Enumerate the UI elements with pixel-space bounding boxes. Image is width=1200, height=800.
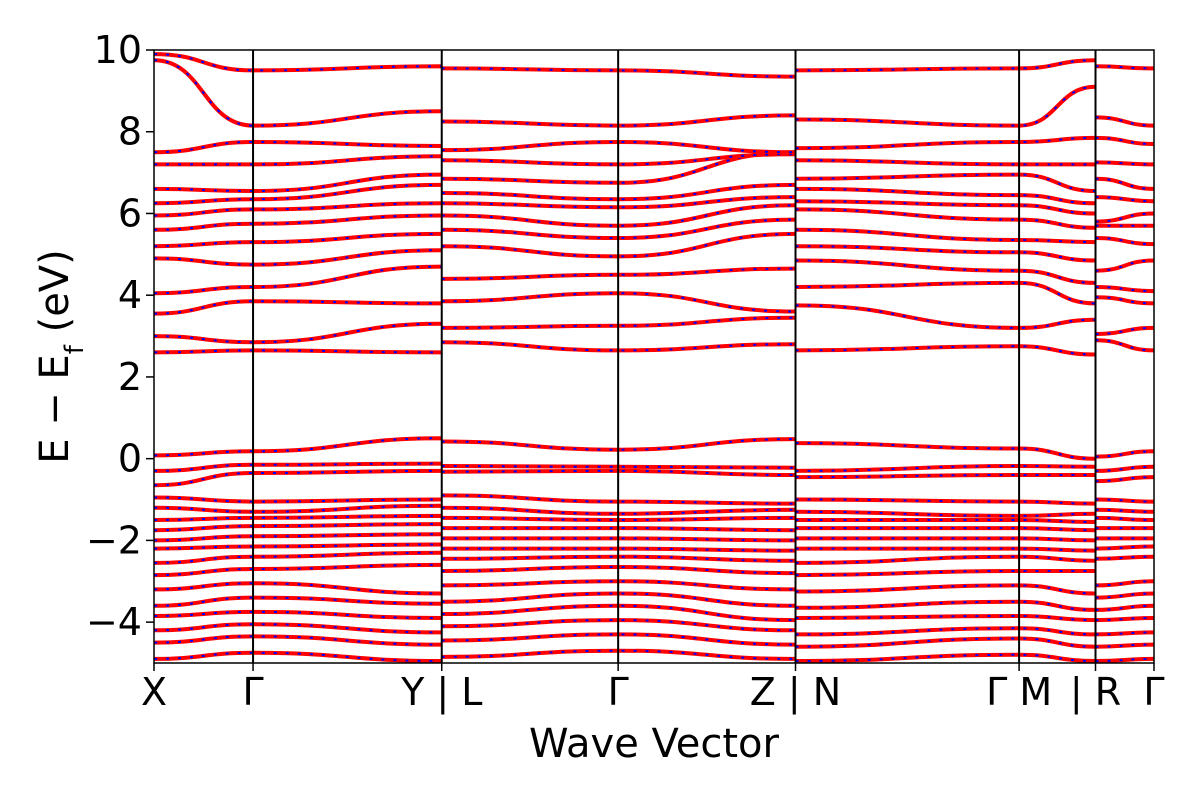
y-axis-label-subscript: f [60,344,90,354]
band-line-19 [154,503,1154,518]
band-overlay-15 [154,136,1154,154]
x-tick-label: Γ [1143,670,1164,714]
band-line-6 [154,280,1154,316]
band-overlay-7 [154,259,1154,295]
band-overlay-21 [154,523,1154,532]
band-line-4 [154,338,1154,357]
band-line-3 [154,468,1154,488]
y-tick-label: 4 [118,273,142,317]
x-tick-label: Γ M [986,670,1052,714]
band-overlay-11 [154,196,1154,223]
band-line-30 [154,632,1154,649]
y-axis-label: E − Ef (eV) [32,249,90,464]
y-tick-label: 2 [118,355,142,399]
high-symmetry-lines [252,50,1097,663]
x-tick-label: Z | N [750,670,841,715]
x-tick-label: Γ [608,670,629,714]
x-axis-label: Wave Vector [529,721,780,767]
band-line-21 [154,522,1154,533]
band-overlay-2 [154,462,1154,472]
band-overlay-4 [154,339,1154,356]
band-overlay-22 [154,533,1154,542]
band-overlay-28 [154,604,1154,622]
band-overlay-17 [154,53,1154,78]
x-tick-label: Γ [242,670,263,714]
band-overlay-19 [154,504,1154,517]
band-line-23 [154,542,1154,553]
band-line-1 [154,436,1154,461]
plot-frame [153,49,1155,664]
band-line-7 [154,258,1154,296]
x-tick-label: X [141,670,167,714]
y-tick-label: 8 [118,110,142,154]
band-overlay-20 [154,514,1154,523]
band-line-22 [154,532,1154,543]
band-overlay-6 [154,281,1154,315]
band-line-14 [154,152,1154,167]
y-tick-label: −2 [86,518,142,562]
band-line-15 [154,135,1154,155]
x-axis-ticks: X Γ Y | L Γ Z | N Γ M | R Γ [141,663,1165,715]
band-overlay-3 [154,469,1154,487]
band-lines [154,52,1154,663]
band-overlay-23 [154,543,1154,552]
band-line-28 [154,603,1154,623]
x-tick-label: | R [1070,670,1121,715]
y-tick-label: 10 [94,28,142,72]
y-axis-label-unit: (eV) [32,249,78,345]
y-axis-ticks: −4 −2 0 2 4 6 8 10 [86,28,154,644]
y-axis-label-main: E − E [32,354,78,464]
band-overlay-13 [154,151,1154,193]
x-tick-label: Y | L [400,670,482,715]
band-line-17 [154,52,1154,79]
band-line-29 [154,618,1154,637]
band-line-24 [154,550,1154,565]
y-tick-label: −4 [86,600,142,644]
band-overlay-24 [154,551,1154,564]
band-overlay-25 [154,563,1154,587]
y-tick-label: 0 [118,437,142,481]
band-line-31 [154,648,1154,663]
band-line-5 [154,303,1154,345]
band-line-18 [154,493,1154,506]
band-line-13 [154,150,1154,194]
y-tick-label: 6 [118,191,142,235]
band-overlay-27 [154,592,1154,611]
band-overlay-18 [154,494,1154,505]
